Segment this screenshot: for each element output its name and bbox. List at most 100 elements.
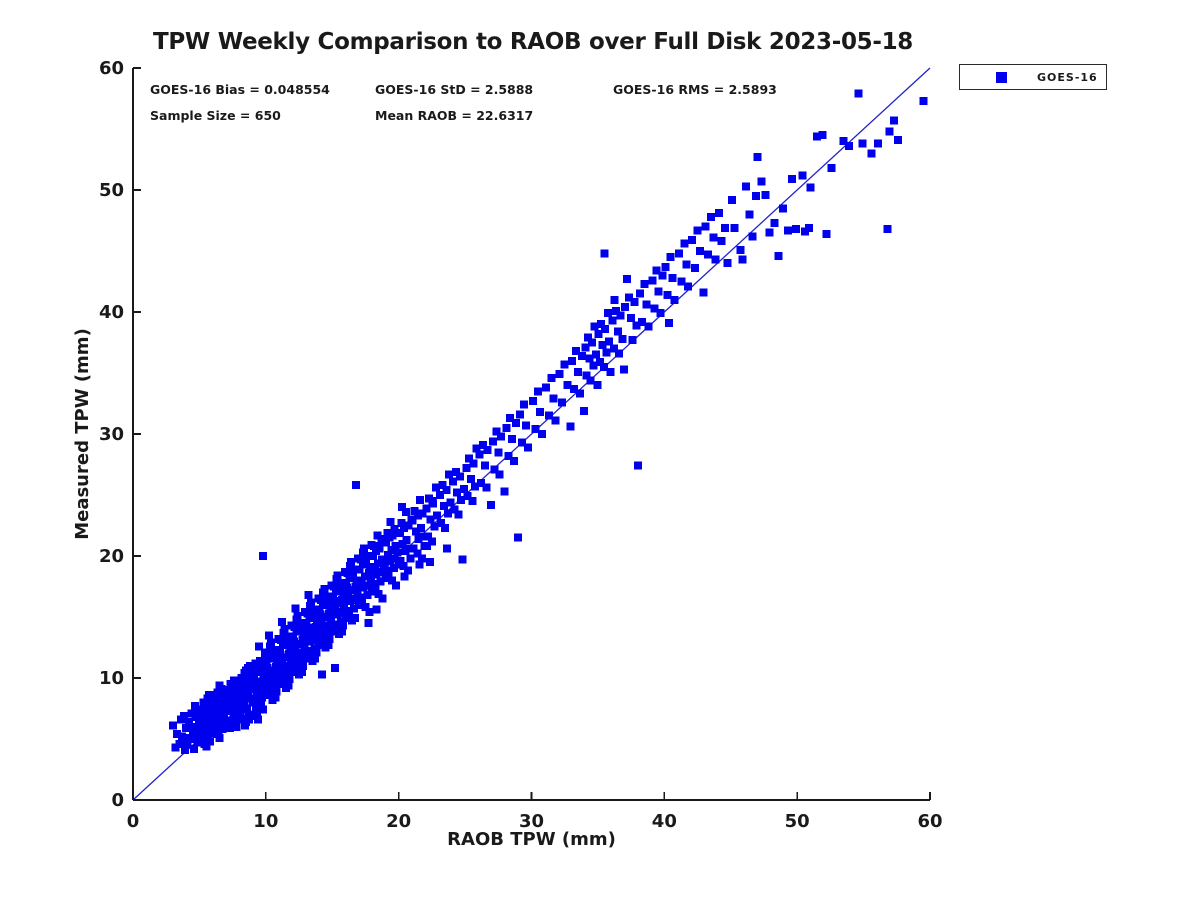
data-point [783, 226, 792, 235]
data-point [199, 703, 208, 712]
data-point [704, 250, 713, 259]
data-point [313, 628, 322, 637]
data-point [382, 566, 391, 575]
data-point [216, 702, 225, 711]
data-point [236, 689, 245, 698]
data-point [221, 722, 230, 731]
data-point [290, 622, 299, 631]
data-point [779, 204, 788, 213]
data-point [765, 228, 774, 237]
data-point [458, 555, 467, 564]
data-point [451, 467, 460, 476]
data-point [279, 628, 288, 637]
data-point [252, 708, 261, 717]
data-point [761, 190, 770, 199]
legend-square-marker-icon [996, 71, 1007, 83]
svg-text:50: 50 [99, 180, 124, 201]
data-point [348, 595, 357, 604]
data-point [867, 149, 876, 158]
data-point [263, 649, 272, 658]
data-point [495, 470, 504, 479]
data-point [350, 565, 359, 574]
data-point [287, 655, 296, 664]
x-axis-label: RAOB TPW (mm) [447, 829, 616, 850]
data-point [359, 548, 368, 557]
data-point [555, 370, 564, 379]
data-point [391, 542, 400, 551]
data-point [693, 226, 702, 235]
data-point [791, 225, 800, 234]
data-point [292, 615, 301, 624]
data-point [544, 411, 553, 420]
data-point [344, 591, 353, 600]
data-point [441, 523, 450, 532]
data-point [304, 591, 313, 600]
data-point [178, 732, 187, 741]
data-point [377, 534, 386, 543]
data-point [615, 349, 624, 358]
data-point [296, 621, 305, 630]
data-point [627, 314, 636, 323]
data-point [206, 737, 215, 746]
data-point [465, 454, 474, 463]
data-point [362, 581, 371, 590]
data-point [244, 688, 253, 697]
data-point [255, 656, 264, 665]
data-point [587, 338, 596, 347]
data-point [402, 536, 411, 545]
data-point [413, 549, 422, 558]
data-point [190, 702, 199, 711]
data-point [455, 472, 464, 481]
data-point [210, 695, 219, 704]
data-point [417, 523, 426, 532]
data-point [396, 556, 405, 565]
data-point [648, 276, 657, 285]
data-point [571, 347, 580, 356]
data-point [353, 588, 362, 597]
y-axis-label: Measured TPW (mm) [72, 328, 93, 540]
data-point [438, 481, 447, 490]
data-point [330, 604, 339, 613]
data-point [297, 667, 306, 676]
data-point [335, 609, 344, 618]
data-point [202, 742, 211, 751]
data-point [270, 647, 279, 656]
data-point [475, 450, 484, 459]
data-point [364, 569, 373, 578]
data-point [332, 575, 341, 584]
data-point [883, 225, 892, 234]
data-point [254, 687, 263, 696]
data-point [536, 408, 545, 417]
data-point [654, 287, 663, 296]
data-point [303, 609, 312, 618]
data-point [644, 322, 653, 331]
data-point [308, 636, 317, 645]
data-point [299, 661, 308, 670]
data-point [168, 721, 177, 730]
data-point [652, 266, 661, 275]
data-point [249, 698, 258, 707]
data-point [369, 580, 378, 589]
data-point [331, 664, 340, 673]
svg-text:30: 30 [519, 811, 544, 832]
data-point [406, 554, 415, 563]
data-point [595, 358, 604, 367]
svg-text:60: 60 [99, 58, 124, 79]
data-point [459, 484, 468, 493]
data-point [325, 634, 334, 643]
data-point [563, 381, 572, 390]
data-point [254, 642, 263, 651]
data-point [558, 398, 567, 407]
data-point [492, 427, 501, 436]
data-point [229, 676, 238, 685]
data-point [182, 733, 191, 742]
data-point [291, 604, 300, 613]
data-point [211, 691, 220, 700]
data-point [770, 218, 779, 227]
data-point [400, 572, 409, 581]
data-point [190, 744, 199, 753]
data-point [317, 617, 326, 626]
data-point [383, 528, 392, 537]
data-point [586, 376, 595, 385]
data-point [280, 670, 289, 679]
